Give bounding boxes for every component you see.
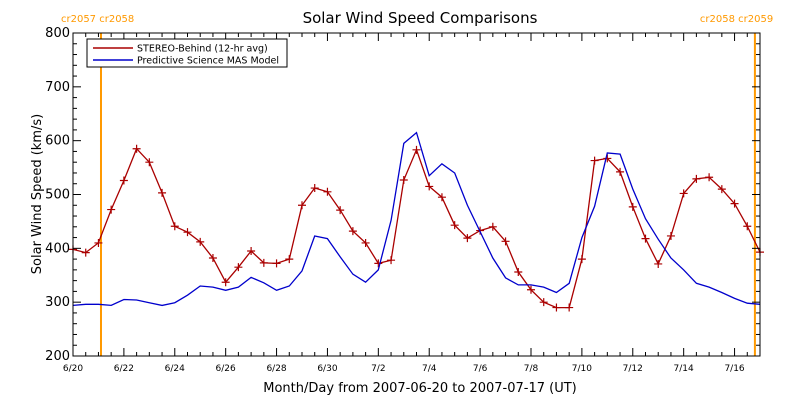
series-point <box>158 188 167 197</box>
x-tick-label: 6/20 <box>63 364 83 374</box>
series-point <box>743 222 752 231</box>
series-point <box>348 227 357 236</box>
series-point <box>361 238 370 247</box>
series-point <box>259 258 268 267</box>
plot-frame <box>72 32 761 357</box>
carrington-marker-label: cr2058 cr2059 <box>700 14 773 25</box>
y-tick-label: 300 <box>45 295 70 310</box>
series-point <box>679 189 688 198</box>
series-point <box>717 185 726 194</box>
x-tick-label: 6/24 <box>165 364 185 374</box>
series-point <box>119 176 128 185</box>
series-point <box>412 145 421 154</box>
y-tick-label: 800 <box>45 26 70 41</box>
series-point <box>132 144 141 153</box>
series-point <box>310 184 319 193</box>
series-point <box>666 231 675 240</box>
series-point <box>514 268 523 277</box>
axis-ticks: 200 300 400 500 600 700 800 6/20 6/22 6/24 6/26 6/2… <box>45 26 761 374</box>
series-point <box>183 228 192 237</box>
y-tick-label: 400 <box>45 241 70 256</box>
x-tick-label: 7/8 <box>524 364 539 374</box>
x-tick-label: 7/16 <box>724 364 744 374</box>
carrington-marker-label: cr2057 cr2058 <box>61 14 134 25</box>
x-tick-label: 7/10 <box>572 364 592 374</box>
legend-box <box>86 38 288 68</box>
legend-label: STEREO-Behind (12-hr avg) <box>137 44 268 55</box>
series-point <box>170 222 179 231</box>
series-point <box>501 237 510 246</box>
y-tick-label: 700 <box>45 80 70 95</box>
series-point <box>539 298 548 307</box>
series-point <box>399 175 408 184</box>
series-point <box>488 222 497 231</box>
series-point <box>94 238 103 247</box>
series-point <box>247 247 256 256</box>
series-point <box>374 259 383 268</box>
series-point <box>336 206 345 215</box>
series-point <box>272 259 281 268</box>
series-point <box>692 174 701 183</box>
y-tick-label: 600 <box>45 134 70 149</box>
series-point <box>654 259 663 268</box>
x-tick-label: 6/30 <box>317 364 337 374</box>
series-point <box>298 201 306 210</box>
series-point <box>145 158 154 167</box>
series-point <box>450 221 459 230</box>
series-point <box>730 199 739 208</box>
series-point <box>552 303 561 312</box>
series-point <box>616 167 625 176</box>
series-point <box>208 254 217 263</box>
x-axis-label: Month/Day from 2007-06-20 to 2007-07-17 … <box>263 381 576 396</box>
chart-title: Solar Wind Speed Comparisons <box>303 9 538 27</box>
series-point <box>234 263 243 272</box>
x-tick-label: 6/28 <box>266 364 286 374</box>
x-tick-label: 7/14 <box>674 364 694 374</box>
x-tick-label: 7/4 <box>422 364 437 374</box>
x-tick-label: 7/2 <box>371 364 385 374</box>
x-tick-label: 6/22 <box>114 364 134 374</box>
series-point <box>285 255 294 264</box>
y-axis-label: Solar Wind Speed (km/s) <box>30 114 45 274</box>
legend: STEREO-Behind (12-hr avg)Predictive Scie… <box>86 38 288 68</box>
series-point <box>196 237 205 246</box>
series-point <box>527 285 535 294</box>
series-point <box>463 234 472 243</box>
series-point <box>705 173 714 182</box>
x-tick-label: 7/12 <box>623 364 643 374</box>
legend-label: Predictive Science MAS Model <box>137 56 279 67</box>
series-point <box>437 193 446 202</box>
x-tick-label: 6/26 <box>216 364 236 374</box>
series-point <box>641 234 650 243</box>
y-tick-label: 200 <box>45 349 70 364</box>
series-point <box>565 303 574 312</box>
series-point <box>603 154 612 163</box>
series-point <box>221 278 230 287</box>
series-layer <box>69 131 764 312</box>
series-point <box>425 182 434 191</box>
series-line <box>72 147 761 309</box>
series-point <box>628 202 637 211</box>
y-tick-label: 500 <box>45 188 70 203</box>
series-point <box>323 187 332 196</box>
series-point <box>107 205 116 214</box>
series-point <box>577 255 586 264</box>
series-point <box>81 248 90 257</box>
series-line <box>72 131 761 307</box>
x-tick-label: 7/6 <box>473 364 488 374</box>
series-point <box>387 256 396 265</box>
series-point <box>590 156 599 165</box>
